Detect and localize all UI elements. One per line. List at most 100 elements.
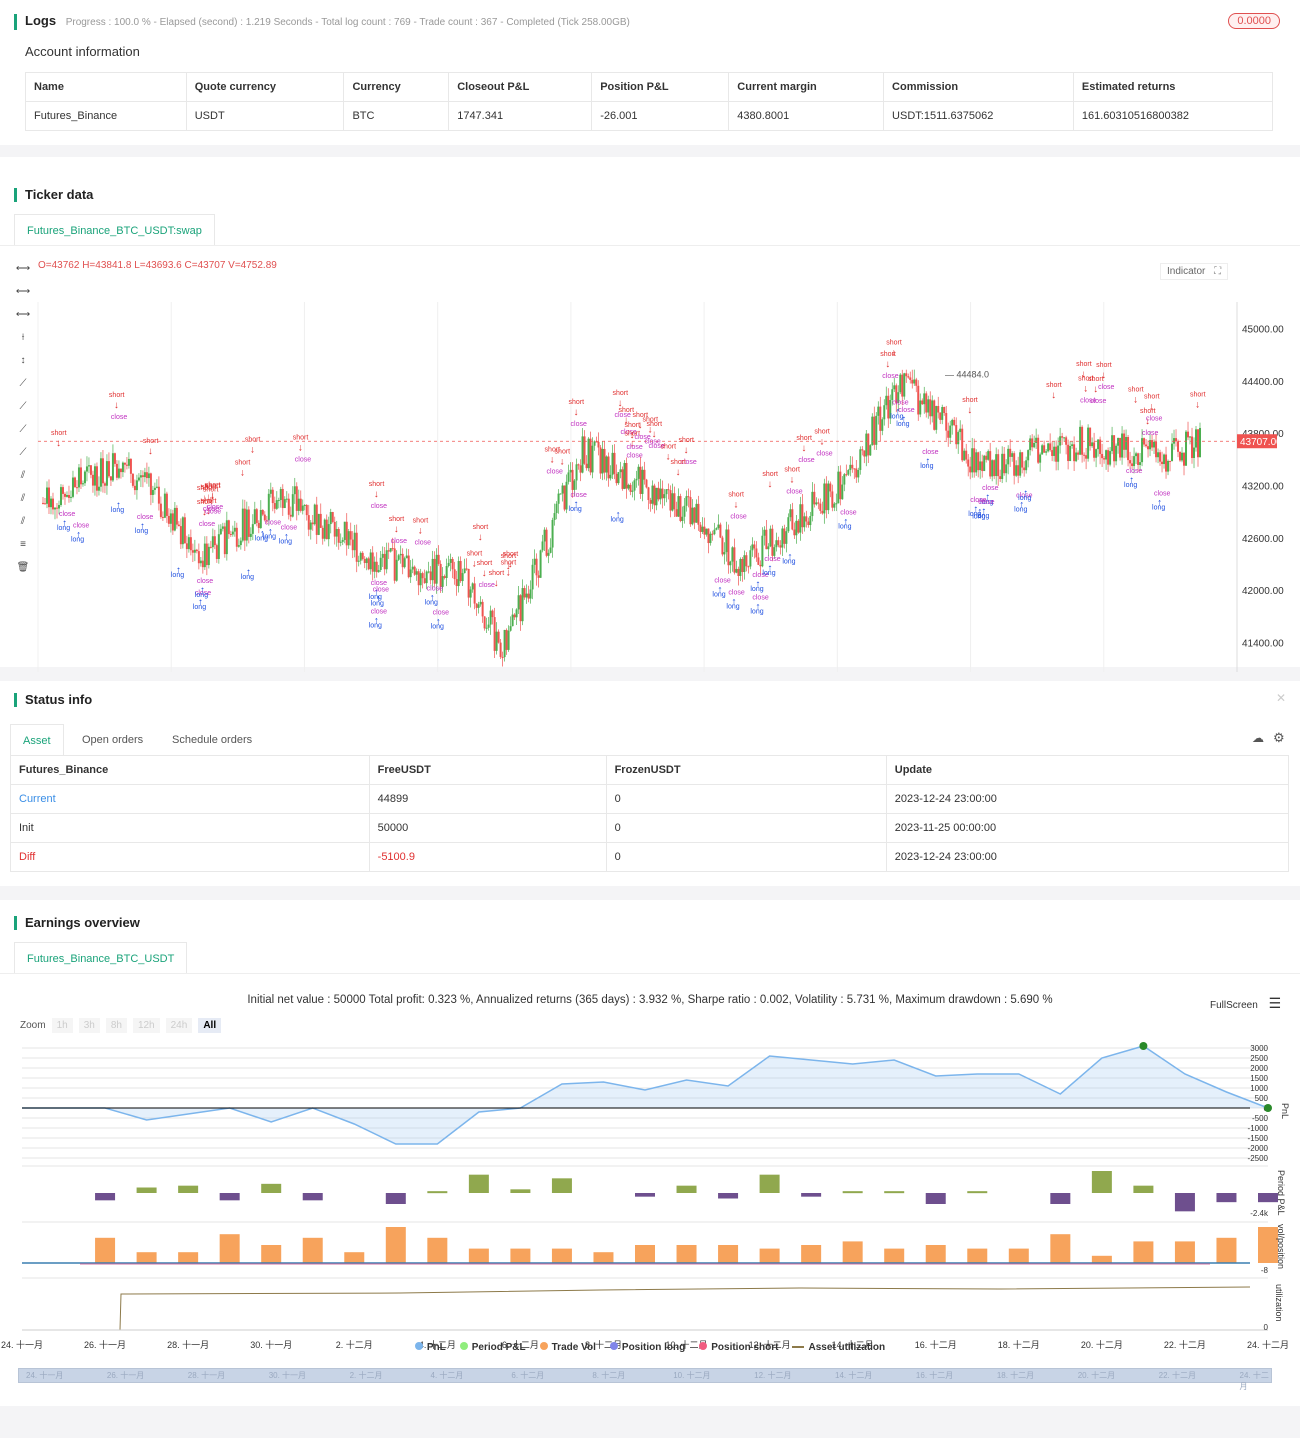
- candle-body: [335, 528, 338, 537]
- candle-body: [1015, 465, 1018, 476]
- earn-date-tick: 14. 十二月: [832, 1339, 874, 1350]
- arrow-up-icon: ↑: [1023, 488, 1028, 499]
- parallel-channel-icon[interactable]: ⫽: [20, 493, 26, 504]
- candle-body: [325, 519, 328, 540]
- zoom-3h-button[interactable]: 3h: [78, 1018, 100, 1033]
- menu-icon[interactable]: ☰: [1268, 995, 1282, 1011]
- fullscreen-button[interactable]: FullScreen ☰: [1210, 995, 1281, 1012]
- candle-body: [653, 485, 656, 506]
- candle-body: [805, 516, 808, 522]
- candle-body: [435, 554, 438, 584]
- candle-body: [537, 575, 540, 578]
- candle-body: [441, 576, 444, 587]
- arrow-up-icon: ↑: [260, 528, 265, 539]
- candle-body: [589, 438, 592, 473]
- gann-icon[interactable]: ⫽: [20, 516, 26, 527]
- signal-label: long: [57, 525, 70, 532]
- zoom-24h-button[interactable]: 24h: [165, 1018, 193, 1033]
- zoom-bar: Zoom 1h 3h 8h 12h 24h All: [20, 1018, 222, 1033]
- candle-body: [775, 540, 778, 548]
- tab-ticker-symbol[interactable]: Futures_Binance_BTC_USDT:swap: [14, 214, 215, 246]
- candle-body: [973, 448, 976, 473]
- legend-item[interactable]: Asset utilization: [792, 1342, 885, 1353]
- legend-item[interactable]: Trade Vol: [539, 1342, 596, 1353]
- zoom-8h-button[interactable]: 8h: [105, 1018, 127, 1033]
- candle-body: [563, 485, 566, 510]
- candle-body: [627, 484, 630, 489]
- tab-schedule-orders[interactable]: Schedule orders: [172, 734, 253, 746]
- candle-body: [849, 464, 852, 471]
- candle-body: [427, 571, 430, 573]
- account-cell: 1747.341: [448, 101, 593, 131]
- arrow-up-icon: ↑: [787, 552, 792, 563]
- signal-label: long: [425, 599, 438, 606]
- signal-label: short: [197, 485, 213, 492]
- zoom-1h-button[interactable]: 1h: [51, 1018, 73, 1033]
- arrow-down-icon: ↓: [298, 442, 303, 453]
- navigator-scrollbar[interactable]: [18, 1368, 1272, 1383]
- period-bar: [1216, 1193, 1237, 1203]
- candle-body: [1021, 452, 1024, 468]
- arrow-down-icon: ↓: [665, 452, 670, 463]
- candle-body: [143, 472, 146, 478]
- horizontal-line-icon[interactable]: ⟷: [15, 286, 31, 297]
- legend-item[interactable]: Position long: [609, 1342, 685, 1353]
- cloud-icon[interactable]: ☁: [1252, 731, 1264, 745]
- candle-body: [463, 568, 466, 574]
- candle-body: [573, 480, 576, 490]
- signal-close-label: close: [1154, 491, 1170, 498]
- candle-body: [1023, 467, 1026, 471]
- candle-body: [839, 471, 842, 500]
- candle-body: [505, 629, 508, 650]
- axis-label-period: Period P&L: [1276, 1170, 1286, 1216]
- candle-body: [201, 560, 204, 568]
- fib-icon[interactable]: ⫽: [20, 470, 26, 481]
- candle-body: [783, 528, 786, 544]
- candle-body: [363, 559, 366, 564]
- candle-body: [617, 472, 620, 484]
- zoom-12h-button[interactable]: 12h: [132, 1018, 160, 1033]
- gear-icon[interactable]: ⚙: [1273, 730, 1285, 745]
- candle-body: [1007, 448, 1010, 465]
- candle-body: [781, 528, 784, 548]
- candle-body: [861, 449, 864, 451]
- trade-vol-bar: [344, 1252, 365, 1263]
- candle-body: [1031, 438, 1034, 448]
- arrow-up-icon: ↑: [717, 585, 722, 596]
- crosshair-icon[interactable]: ⟷: [15, 263, 31, 274]
- indicator-button[interactable]: Indicator ⛶: [1160, 263, 1229, 280]
- ruler-icon[interactable]: ⟋: [19, 424, 27, 435]
- tab-open-orders[interactable]: Open orders: [82, 734, 144, 746]
- settings-lines-icon[interactable]: ≡: [20, 539, 26, 550]
- tab-earnings-symbol[interactable]: Futures_Binance_BTC_USDT: [14, 942, 188, 974]
- collapse-icon[interactable]: ✕: [1275, 691, 1286, 705]
- candle-body: [93, 466, 96, 486]
- candle-body: [1095, 449, 1098, 458]
- trash-icon[interactable]: 🗑: [16, 562, 30, 573]
- legend-item[interactable]: PnL: [414, 1342, 446, 1353]
- pnl-tick: 2000: [1250, 1064, 1268, 1073]
- legend-item[interactable]: Position short: [699, 1342, 778, 1353]
- candlestick-chart[interactable]: 45000.0044400.0043800.0043200.0042600.00…: [0, 252, 1300, 672]
- ray-icon[interactable]: ⟷: [15, 309, 31, 320]
- account-cell: USDT:1511.6375062: [883, 101, 1074, 131]
- signal-label: short: [678, 437, 694, 444]
- vertical-range-icon[interactable]: ↕: [20, 355, 26, 366]
- pencil-icon[interactable]: ⟋: [19, 401, 27, 412]
- earnings-chart[interactable]: 300025002000150010005000-500-1000-1500-2…: [0, 1038, 1300, 1438]
- zoom-All-button[interactable]: All: [198, 1018, 222, 1033]
- candle-body: [183, 517, 186, 544]
- expand-icon[interactable]: ⛶: [1214, 266, 1222, 277]
- candle-body: [355, 532, 358, 562]
- legend-dot-icon: [414, 1342, 423, 1350]
- trend-line-icon[interactable]: ⟋: [19, 378, 27, 389]
- tab-asset[interactable]: Asset: [10, 724, 64, 756]
- legend-item[interactable]: Period P&L: [459, 1342, 526, 1353]
- candle-body: [927, 399, 930, 413]
- earn-date-tick: 2. 十二月: [336, 1339, 373, 1350]
- vertical-line-icon[interactable]: ⟊: [21, 332, 25, 343]
- measure-icon[interactable]: ⟋: [19, 447, 27, 458]
- signal-label: short: [632, 412, 648, 419]
- legend-line-icon: [792, 1346, 805, 1349]
- candle-body: [399, 553, 402, 556]
